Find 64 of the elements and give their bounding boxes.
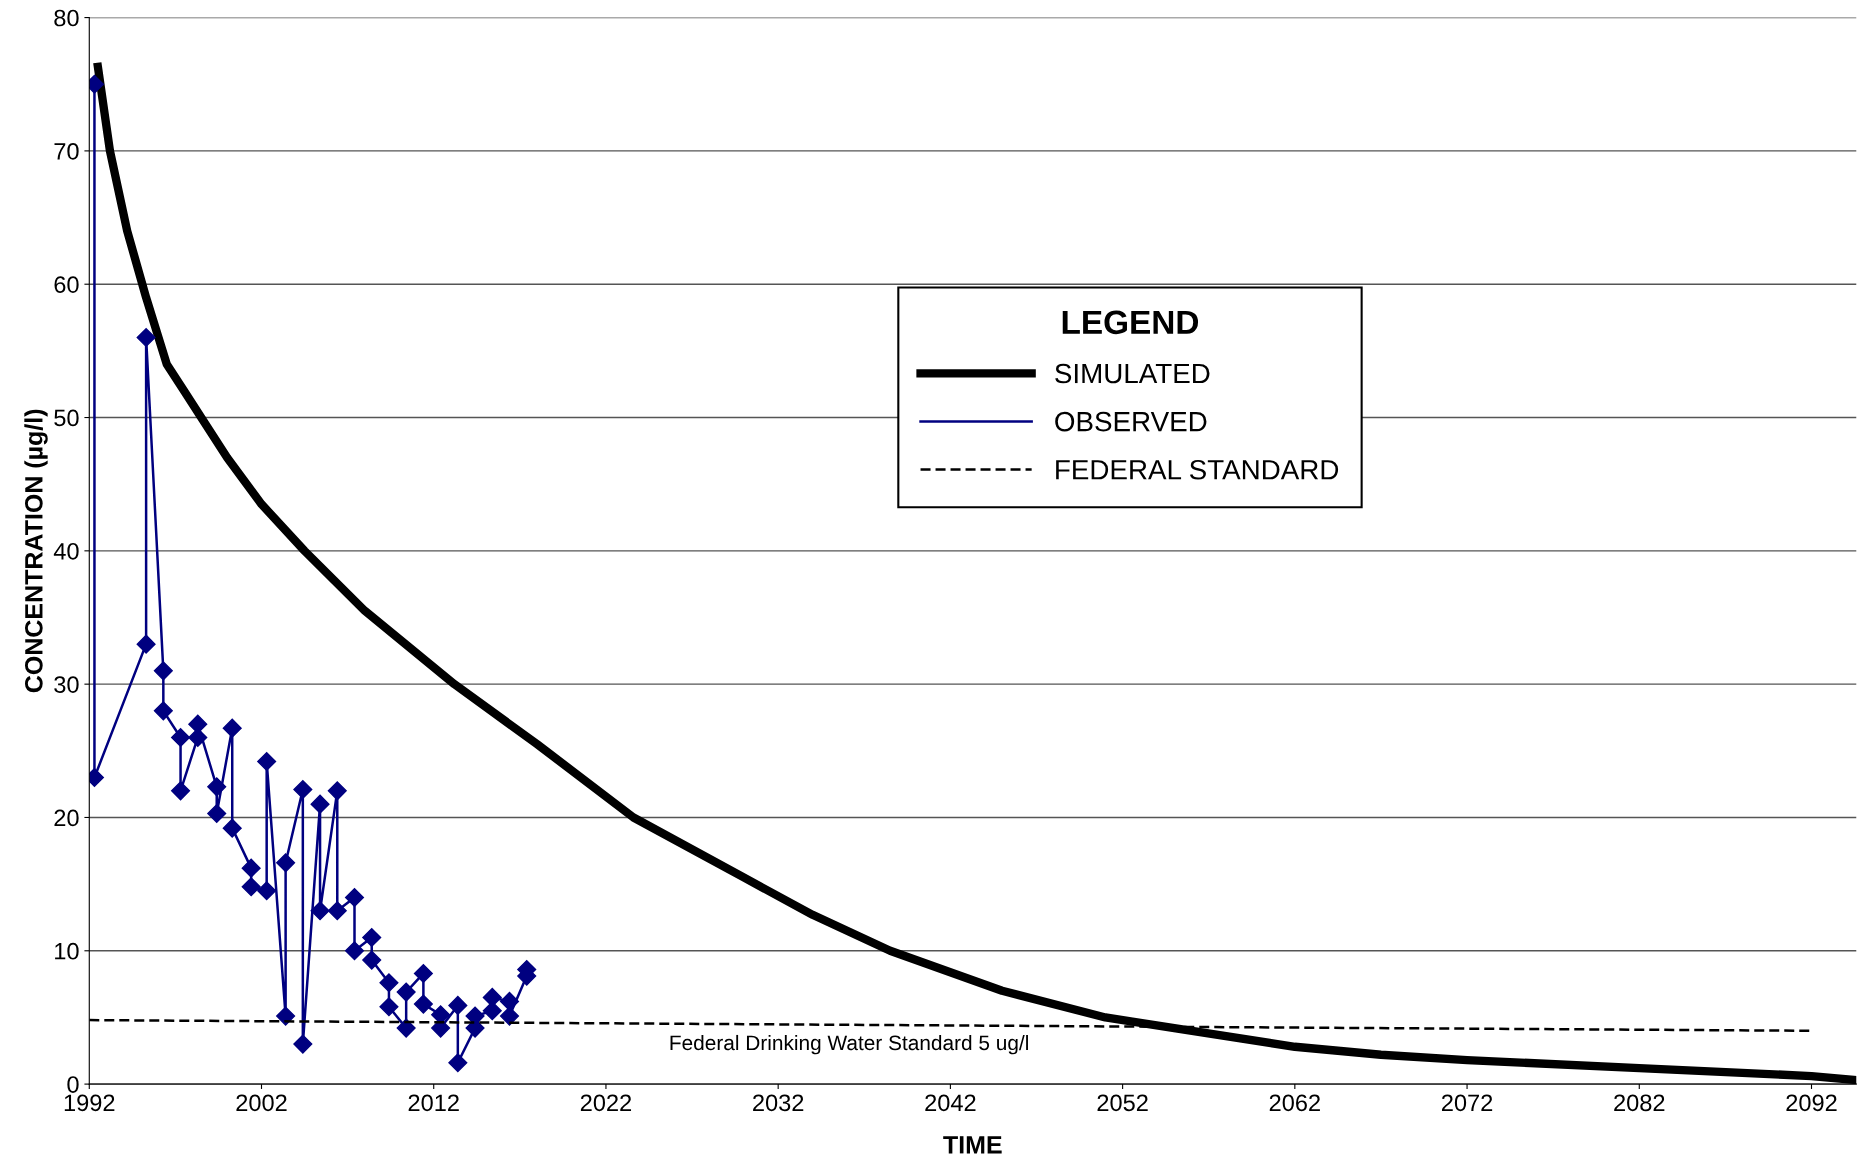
legend-title: LEGEND: [1062, 310, 1199, 335]
point: [241, 877, 261, 897]
point: [222, 718, 242, 738]
y-tick-label: 80: [54, 9, 79, 27]
legend-label: OBSERVED: [1055, 411, 1207, 432]
x-tick-label: 2052: [1097, 1094, 1148, 1112]
point: [136, 634, 156, 654]
point: [188, 714, 208, 734]
point: [207, 777, 227, 797]
point: [448, 995, 468, 1015]
point: [413, 994, 433, 1014]
point: [310, 901, 330, 921]
point: [344, 941, 365, 961]
x-tick-label: 2012: [408, 1094, 459, 1112]
point: [257, 751, 277, 772]
legend-label: SIMULATED: [1055, 363, 1210, 384]
point: [207, 803, 227, 824]
legend-label: FEDERAL STANDARD: [1056, 459, 1339, 480]
y-tick-label: 0: [67, 1076, 79, 1093]
point: [379, 997, 399, 1017]
point: [136, 328, 156, 348]
point: [293, 779, 313, 800]
point: [293, 1034, 313, 1054]
point: [276, 853, 296, 873]
x-tick-label: 2072: [1441, 1094, 1493, 1112]
point: [396, 982, 416, 1002]
point: [499, 1006, 520, 1026]
x-tick-label: 2042: [925, 1094, 976, 1112]
point: [379, 973, 399, 993]
x-tick-label: 2032: [753, 1094, 804, 1112]
x-tick-label: 2022: [580, 1094, 632, 1112]
point: [171, 727, 191, 748]
point: [171, 781, 191, 801]
x-tick-label: 2082: [1614, 1094, 1665, 1112]
point: [257, 881, 277, 901]
point: [153, 701, 173, 721]
x-tick-label: 1992: [64, 1094, 115, 1112]
point: [310, 794, 330, 814]
x-axis-title: TIME: [943, 1136, 1002, 1154]
point: [362, 927, 382, 947]
y-axis-title: CONCENTRATION (µg/l): [24, 409, 48, 693]
point: [344, 887, 365, 907]
x-tick-label: 2062: [1269, 1094, 1320, 1112]
point: [222, 818, 242, 838]
point: [396, 1018, 416, 1038]
point: [448, 1053, 468, 1073]
point: [362, 950, 382, 970]
x-tick-label: 2002: [236, 1094, 287, 1112]
point: [482, 987, 502, 1007]
point: [327, 901, 347, 921]
point: [327, 781, 347, 801]
point: [276, 1006, 296, 1026]
y-tick-label: 70: [54, 142, 79, 160]
point: [153, 661, 173, 681]
point: [413, 963, 433, 983]
annotation: Federal Drinking Water Standard 5 ug/l: [670, 1034, 1028, 1055]
y-tick-label: 30: [54, 676, 79, 693]
y-tick-label: 10: [55, 942, 79, 960]
y-tick-label: 20: [54, 809, 79, 827]
y-tick-label: 40: [53, 542, 79, 560]
x-tick-label: 2092: [1786, 1094, 1837, 1112]
y-tick-label: 50: [54, 409, 79, 427]
y-tick-label: 60: [54, 276, 79, 293]
point: [241, 858, 261, 878]
